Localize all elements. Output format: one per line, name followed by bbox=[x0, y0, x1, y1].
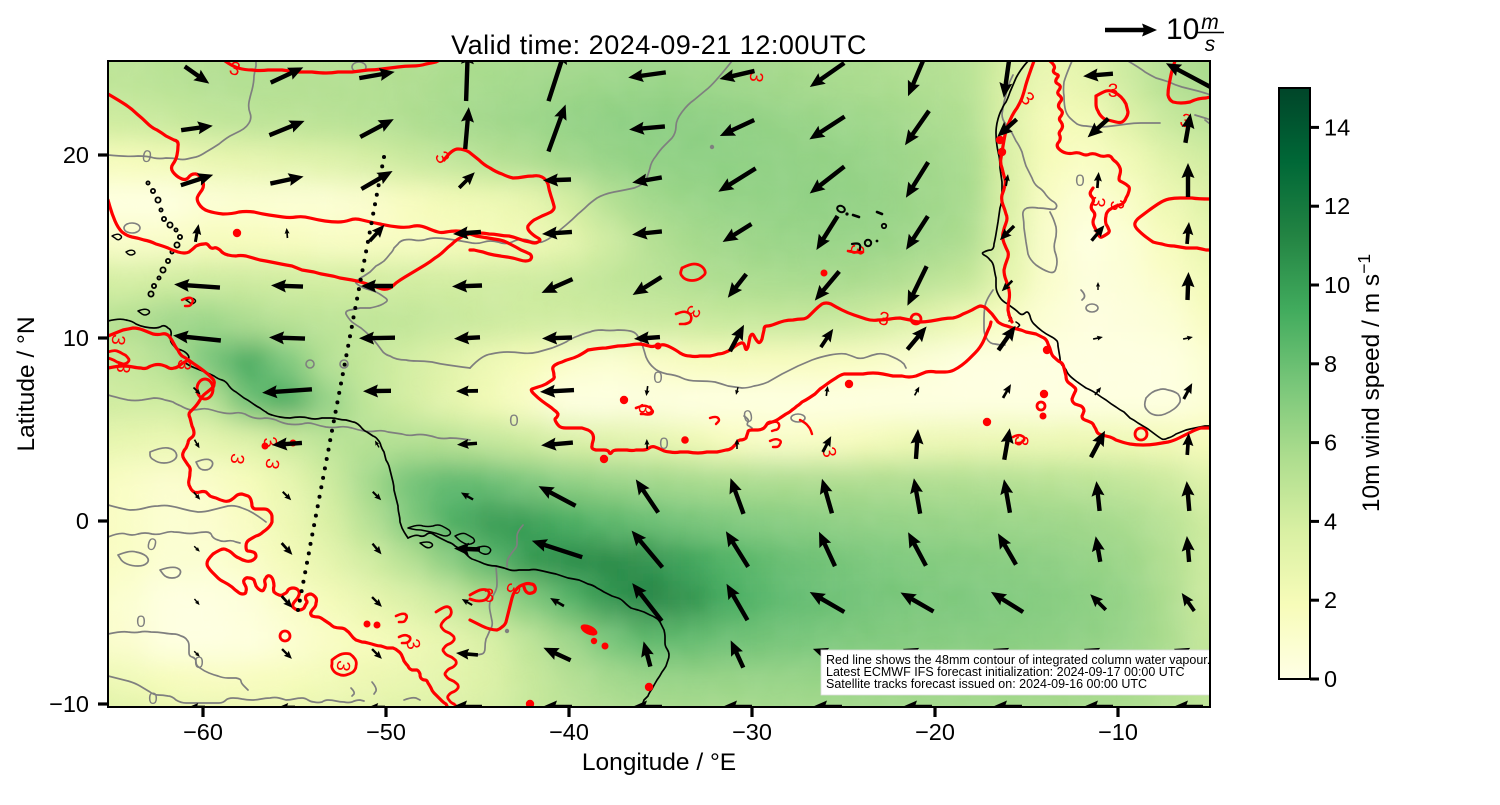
svg-text:0: 0 bbox=[1075, 171, 1084, 190]
svg-text:0: 0 bbox=[194, 653, 203, 672]
svg-text:3: 3 bbox=[877, 308, 891, 331]
svg-text:0: 0 bbox=[653, 368, 662, 387]
svg-text:10: 10 bbox=[1324, 272, 1350, 298]
svg-text:10m wind speed / m s−1: 10m wind speed / m s−1 bbox=[1354, 254, 1385, 512]
svg-text:0: 0 bbox=[76, 508, 89, 534]
svg-text:0: 0 bbox=[509, 411, 518, 430]
svg-text:2: 2 bbox=[1324, 587, 1337, 613]
svg-text:12: 12 bbox=[1324, 193, 1350, 219]
svg-text:3: 3 bbox=[484, 586, 495, 607]
svg-text:4: 4 bbox=[1324, 508, 1337, 534]
svg-text:6: 6 bbox=[1324, 430, 1337, 456]
svg-text:m: m bbox=[1201, 11, 1219, 34]
svg-text:−30: −30 bbox=[732, 719, 772, 745]
svg-text:8: 8 bbox=[1324, 351, 1337, 377]
svg-text:14: 14 bbox=[1324, 114, 1350, 140]
svg-text:0: 0 bbox=[659, 434, 668, 453]
svg-text:10: 10 bbox=[1166, 13, 1199, 46]
svg-text:Valid time: 2024-09-21 12:00UT: Valid time: 2024-09-21 12:00UTC bbox=[451, 30, 867, 60]
svg-text:0: 0 bbox=[136, 612, 145, 631]
svg-text:3: 3 bbox=[225, 452, 248, 466]
svg-text:3: 3 bbox=[1105, 198, 1128, 212]
svg-text:20: 20 bbox=[63, 142, 89, 168]
svg-text:3: 3 bbox=[845, 243, 868, 257]
svg-text:0: 0 bbox=[742, 406, 755, 426]
svg-text:3: 3 bbox=[1010, 436, 1031, 447]
svg-text:0: 0 bbox=[1324, 666, 1337, 692]
svg-text:−50: −50 bbox=[366, 719, 406, 745]
svg-text:−10: −10 bbox=[49, 691, 89, 717]
svg-text:−10: −10 bbox=[1098, 719, 1138, 745]
svg-text:Satellite tracks forecast issu: Satellite tracks forecast issued on: 202… bbox=[826, 677, 1147, 691]
svg-text:s: s bbox=[1205, 33, 1216, 56]
svg-text:3: 3 bbox=[172, 358, 195, 372]
svg-text:0: 0 bbox=[148, 689, 157, 708]
svg-text:3: 3 bbox=[1108, 81, 1119, 102]
svg-text:3: 3 bbox=[260, 457, 283, 471]
svg-text:Red line shows the 48mm contou: Red line shows the 48mm contour of integ… bbox=[826, 653, 1210, 667]
svg-text:−20: −20 bbox=[915, 719, 955, 745]
svg-text:10: 10 bbox=[63, 325, 89, 351]
svg-text:3: 3 bbox=[331, 659, 354, 673]
svg-text:3: 3 bbox=[106, 333, 129, 347]
svg-text:3: 3 bbox=[1086, 195, 1109, 209]
svg-text:3: 3 bbox=[633, 402, 656, 416]
svg-text:−40: −40 bbox=[549, 719, 589, 745]
svg-text:Longitude / °E: Longitude / °E bbox=[582, 749, 736, 776]
svg-text:3: 3 bbox=[401, 637, 424, 651]
svg-text:0: 0 bbox=[141, 146, 154, 166]
svg-text:Latitude / °N: Latitude / °N bbox=[13, 316, 40, 451]
svg-text:3: 3 bbox=[111, 361, 134, 375]
svg-text:−60: −60 bbox=[183, 719, 223, 745]
svg-text:Latest ECMWF IFS forecast init: Latest ECMWF IFS forecast initialization… bbox=[826, 665, 1184, 679]
